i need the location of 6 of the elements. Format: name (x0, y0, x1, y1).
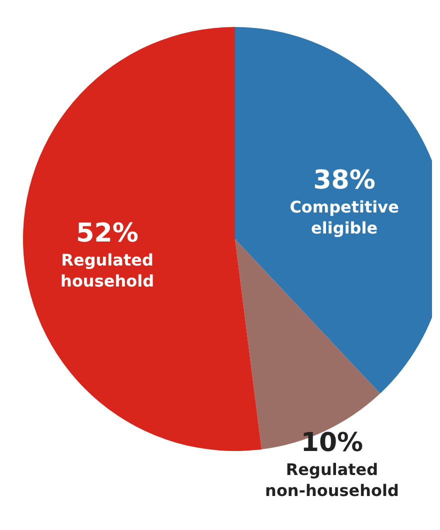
data-label: 38% (313, 166, 376, 196)
slice-label: Competitive eligible (290, 198, 400, 238)
slice-label: Regulated non-household (265, 460, 399, 500)
slice-label: Regulated household (60, 250, 154, 291)
data-label: 52% (76, 218, 138, 249)
data-label: 10% (300, 428, 364, 458)
